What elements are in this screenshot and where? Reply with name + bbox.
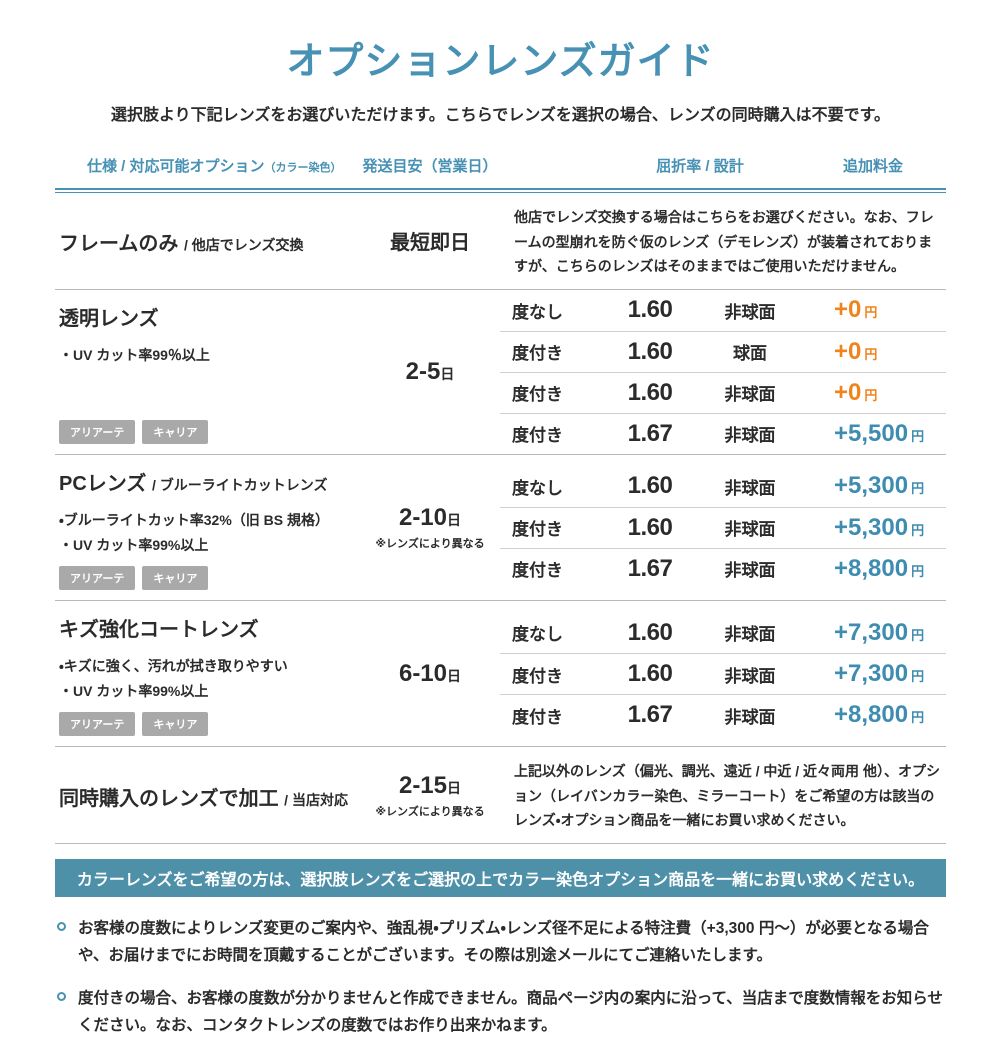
section-pc-lens: PCレンズ / ブルーライトカットレンズ ・ブルーライトカット率32%（旧 BS… (55, 455, 946, 601)
section-name: 透明レンズ (59, 307, 159, 330)
table-header-row: 仕様 / 対応可能オプション（カラー染色） 発送目安（営業日） 屈折率 / 設計… (55, 155, 946, 188)
price-value: +5,500 円 (834, 419, 925, 447)
table-row: 度なし 1.60 非球面 +7,300 円 (500, 612, 946, 653)
price-value: +7,300 円 (834, 660, 925, 688)
badge-row: アリアーテ キャリア (59, 704, 360, 737)
note-item: お客様の度数によりレンズ変更のご案内や、強乱視・プリズム・レンズ径不足による特注… (55, 915, 946, 969)
table-row: 度付き 1.67 非球面 +8,800 円 (500, 694, 946, 735)
lens-variant-rows: 度なし 1.60 非球面 +5,300 円 度付き 1.60 非球面 +5,300… (500, 455, 946, 600)
circle-bullet-icon (57, 921, 66, 931)
lens-variant-rows: 度なし 1.60 非球面 +0 円 度付き 1.60 球面 +0 円 度付き 1.6… (500, 290, 946, 454)
page-title: オプションレンズガイド (286, 41, 715, 83)
section-note: 上記以外のレンズ（偏光、調光、遠近 / 中近 / 近々両用 他）、オプション（レ… (514, 763, 940, 829)
table-row: 度付き 1.60 球面 +0 円 (500, 330, 946, 372)
header-index-design: 屈折率 / 設計 (656, 158, 744, 175)
table-row: 度なし 1.60 非球面 +0 円 (500, 290, 946, 331)
price-value: +7,300 円 (834, 618, 925, 646)
section-name: PCレンズ / ブルーライトカットレンズ (59, 472, 328, 495)
header-divider (55, 188, 946, 193)
section-note: 他店でレンズ交換する場合はこちらをお選びください。なお、フレームの型崩れを防ぐ仮… (514, 209, 934, 274)
section-clear-lens: 透明レンズ ・UV カット率99％以上 アリアーテ キャリア 2-5日 度なし 1… (55, 290, 946, 455)
badge-row: アリアーテ キャリア (59, 558, 360, 590)
badge-career: キャリア (142, 712, 209, 737)
table-row: 度付き 1.60 非球面 +5,300 円 (500, 506, 946, 548)
section-frame-only: フレームのみ / 他店でレンズ交換 最短即日 他店でレンズ交換する場合はこちらを… (55, 193, 946, 290)
price-value: +5,300 円 (834, 513, 925, 541)
badge-career: キャリア (142, 565, 209, 590)
section-name: キズ強化コートレンズ (59, 618, 259, 641)
lens-variant-rows: 度なし 1.60 非球面 +7,300 円 度付き 1.60 非球面 +7,300… (500, 601, 946, 746)
table-row: 度付き 1.67 非球面 +8,800 円 (500, 547, 946, 589)
section-name: フレームのみ / 他店でレンズ交換 (59, 233, 304, 256)
shipping-estimate: 6-10日 (398, 659, 462, 687)
shipping-estimate: 2-10日 ※レンズにより異なる (375, 503, 485, 550)
header-spacer (500, 155, 600, 176)
badge-career: キャリア (142, 419, 209, 444)
section-name: 同時購入のレンズで加工 / 当店対応 (59, 787, 348, 810)
badge-ariate: アリアーテ (59, 565, 136, 590)
shipping-estimate: 最短即日 (390, 232, 470, 255)
color-lens-banner: カラーレンズをご希望の方は、選択肢レンズをご選択の上でカラー染色オプション商品を… (55, 858, 946, 897)
shipping-estimate: 2-5日 (405, 357, 455, 385)
table-row: 度付き 1.60 非球面 +7,300 円 (500, 653, 946, 694)
shipping-estimate: 2-15日 ※レンズにより異なる (375, 771, 485, 818)
header-price: 追加料金 (842, 158, 903, 175)
badge-ariate: アリアーテ (59, 712, 136, 737)
table-row: 度付き 1.67 非球面 +5,500 円 (500, 412, 946, 454)
table-row: 度なし 1.60 非球面 +5,300 円 (500, 466, 946, 507)
price-value: +0 円 (834, 337, 878, 365)
header-spec-sub: （カラー染色） (264, 162, 342, 174)
section-details: ・キズに強く、汚れが拭き取りやすい ・UV カット率99%以上 (59, 657, 288, 700)
header-shipping: 発送目安（営業日） (362, 158, 498, 175)
price-value: +0 円 (834, 296, 878, 323)
price-value: +8,800 円 (834, 701, 925, 729)
section-details: ・ブルーライトカット率32%（旧 BS 規格） ・UV カット率99%以上 (59, 511, 330, 553)
section-name-suffix: / 他店でレンズ交換 (183, 237, 304, 254)
badge-ariate: アリアーテ (59, 419, 136, 444)
price-value: +5,300 円 (834, 472, 925, 500)
note-item: 度付きの場合、お客様の度数が分かりませんと作成できません。商品ページ内の案内に沿… (55, 985, 946, 1039)
table-row: 度付き 1.60 非球面 +0 円 (500, 371, 946, 413)
page-subtitle: 選択肢より下記レンズをお選びいただけます。こちらでレンズを選択の場合、レンズの同… (110, 107, 891, 124)
badge-row: アリアーテ キャリア (59, 412, 360, 444)
price-value: +8,800 円 (834, 554, 925, 582)
footer-notes: お客様の度数によりレンズ変更のご案内や、強乱視・プリズム・レンズ径不足による特注… (55, 915, 946, 1039)
section-scratch-coat-lens: キズ強化コートレンズ ・キズに強く、汚れが拭き取りやすい ・UV カット率99%… (55, 601, 946, 748)
section-details: ・UV カット率99％以上 (59, 346, 210, 363)
header-spec: 仕様 / 対応可能オプション（カラー染色） (87, 158, 342, 175)
section-simultaneous-purchase: 同時購入のレンズで加工 / 当店対応 2-15日 ※レンズにより異なる 上記以外… (55, 747, 946, 844)
price-value: +0 円 (834, 378, 878, 406)
